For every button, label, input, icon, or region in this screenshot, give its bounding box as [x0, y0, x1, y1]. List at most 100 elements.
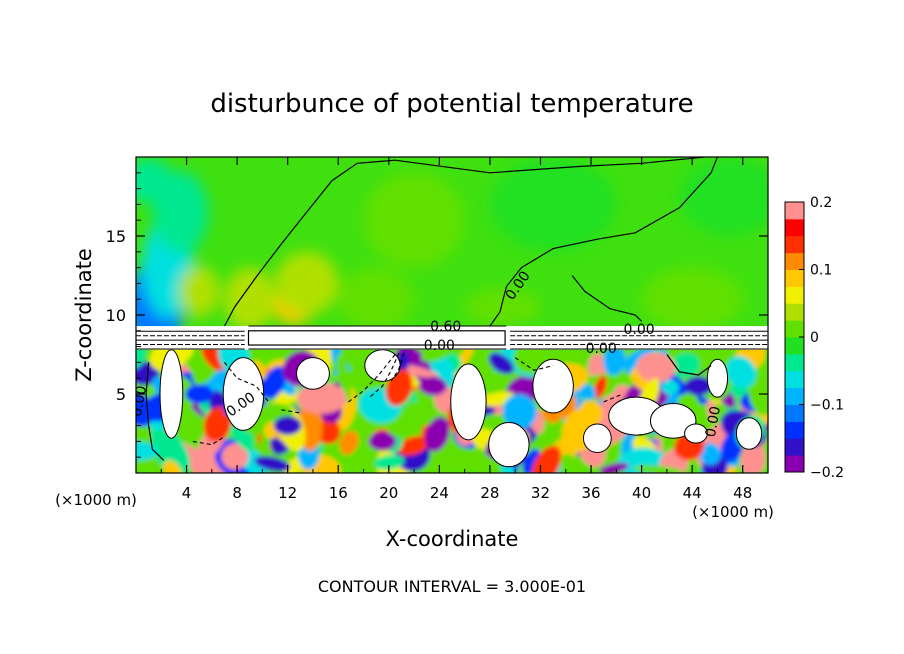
positive-core — [649, 402, 697, 439]
cold-core — [368, 431, 397, 451]
cold-core — [419, 376, 447, 396]
x-tick-label: 16 — [329, 484, 348, 502]
x-unit-label-right: (×1000 m) — [692, 503, 774, 521]
y-tick-label: 15 — [106, 227, 126, 246]
lower-anomaly — [191, 365, 214, 384]
upper-anomaly — [275, 251, 339, 315]
colorbar-tick-label: 0.2 — [810, 195, 832, 211]
y-axis: 5 10 15 — [106, 172, 768, 458]
contour-label: 0.00 — [424, 338, 455, 354]
colorbar-segment — [785, 303, 804, 321]
x-tick-label: 32 — [531, 484, 550, 502]
positive-core — [488, 421, 530, 468]
upper-anomaly — [363, 172, 465, 268]
lower-anomaly — [151, 428, 191, 473]
contour-zero — [571, 275, 643, 322]
x-tick-label: 36 — [581, 484, 600, 502]
lower-anomaly — [577, 383, 596, 400]
positive-core — [735, 417, 763, 450]
upper-anomaly — [641, 267, 743, 331]
upper-field — [136, 157, 768, 355]
positive-core — [532, 358, 574, 414]
colorbar-segment — [785, 218, 804, 237]
colorbar-segment — [785, 421, 804, 439]
colorbar-segment — [785, 286, 804, 304]
contour-interval-note: CONTOUR INTERVAL = 3.000E-01 — [318, 577, 586, 596]
x-axis: 4 8 12 16 20 24 28 32 36 40 44 48 — [160, 157, 752, 502]
contour-negative — [224, 362, 270, 403]
contour-negative — [369, 352, 400, 398]
plot-area: 0.600.000.000.000.000.00 0.000.00 — [136, 157, 768, 473]
positive-core — [296, 357, 330, 390]
inversion-band — [136, 325, 768, 350]
upper-anomaly — [224, 267, 276, 331]
lower-anomaly — [221, 443, 249, 470]
band-inner-box — [247, 330, 506, 346]
lower-anomaly — [296, 383, 347, 414]
upper-anomaly — [136, 158, 174, 203]
chart-title: disturbunce of potential temperature — [210, 89, 693, 119]
positive-core — [582, 423, 612, 453]
colorbar-segment — [785, 235, 804, 254]
upper-anomaly — [338, 267, 415, 331]
colorbar: 0.2 0.1 0 −0.1 −0.2 — [784, 195, 844, 481]
contour-zero — [223, 157, 705, 327]
x-tick-label: 4 — [182, 484, 192, 502]
colorbar-segment — [785, 252, 804, 270]
white-cores — [159, 349, 763, 468]
lower-anomaly — [163, 460, 182, 473]
contour-negative — [603, 393, 623, 403]
colorbar-segment — [785, 404, 804, 422]
lower-anomaly — [699, 443, 721, 465]
colorbar-tick-label: −0.2 — [810, 465, 844, 481]
contour-negative — [281, 409, 301, 414]
colorbar-segment — [785, 438, 804, 456]
x-tick-label: 40 — [632, 484, 651, 502]
contour-label: 0.60 — [430, 319, 461, 335]
x-tick-label: 48 — [733, 484, 752, 502]
upper-anomaly — [679, 157, 768, 236]
y-tick-label: 10 — [106, 306, 126, 325]
positive-core — [222, 357, 265, 431]
positive-core — [450, 363, 487, 441]
x-tick-label: 24 — [430, 484, 449, 502]
colorbar-segment — [785, 370, 804, 389]
contour-zero — [489, 157, 718, 327]
lower-anomaly — [203, 406, 232, 442]
lower-anomaly — [602, 345, 626, 376]
x-tick-label: 28 — [480, 484, 499, 502]
contour-label: 0.00 — [623, 322, 654, 338]
x-tick-label: 44 — [683, 484, 702, 502]
colorbar-tick-label: −0.1 — [810, 398, 844, 414]
colorbar-tick-label: 0.1 — [810, 263, 832, 279]
lower-anomaly — [502, 394, 537, 430]
cold-core — [273, 416, 302, 436]
upper-anomaly — [178, 266, 220, 317]
lower-anomaly — [588, 353, 607, 381]
lower-anomaly — [397, 435, 430, 456]
x-unit-label: (×1000 m) — [55, 491, 137, 509]
colorbar-segment — [785, 202, 804, 220]
lower-anomaly — [339, 430, 359, 455]
cold-core — [185, 384, 214, 404]
lower-anomaly — [636, 352, 676, 383]
lower-anomaly — [336, 353, 352, 404]
x-tick-label: 8 — [232, 484, 242, 502]
lower-anomaly — [488, 353, 514, 375]
contour-negative — [514, 357, 554, 371]
lower-anomaly — [599, 462, 629, 473]
contour-negative — [192, 436, 225, 446]
lower-anomaly — [725, 356, 757, 389]
lower-anomaly — [661, 379, 680, 395]
x-tick-label: 20 — [379, 484, 398, 502]
x-axis-label: X-coordinate — [386, 527, 519, 551]
contour-negative — [348, 354, 396, 403]
lower-anomaly — [670, 352, 700, 378]
cold-core — [684, 376, 713, 396]
upper-anomaly — [464, 288, 541, 327]
lower-anomaly — [531, 445, 562, 473]
upper-anomaly — [489, 157, 617, 252]
y-tick-label: 5 — [116, 385, 126, 404]
colorbar-tick-label: 0 — [810, 330, 819, 346]
